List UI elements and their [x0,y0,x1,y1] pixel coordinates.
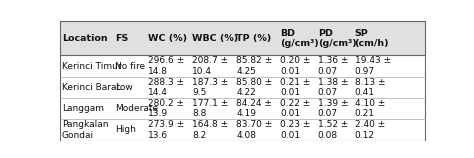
Text: 1.39 ±
0.07: 1.39 ± 0.07 [318,99,348,118]
Text: FS: FS [115,34,128,43]
Text: 187.3 ±
9.5: 187.3 ± 9.5 [192,78,228,97]
Text: 85.82 ±
4.25: 85.82 ± 4.25 [237,56,273,76]
Text: High: High [115,125,136,134]
Text: 0.21 ±
0.01: 0.21 ± 0.01 [281,78,311,97]
Text: Kerinci Timur: Kerinci Timur [62,62,121,71]
Text: No fire: No fire [115,62,145,71]
Text: TP (%): TP (%) [237,34,272,43]
Text: PD
(g/cm³): PD (g/cm³) [318,29,356,48]
Text: Langgam: Langgam [62,104,104,113]
Text: 177.1 ±
8.8: 177.1 ± 8.8 [192,99,228,118]
Text: 84.24 ±
4.19: 84.24 ± 4.19 [237,99,272,118]
Text: 296.6 ±
14.8: 296.6 ± 14.8 [148,56,184,76]
Text: 273.9 ±
13.6: 273.9 ± 13.6 [148,120,184,140]
Text: 85.80 ±
4.22: 85.80 ± 4.22 [237,78,273,97]
Text: 2.40 ±
0.12: 2.40 ± 0.12 [355,120,385,140]
Text: 4.10 ±
0.21: 4.10 ± 0.21 [355,99,385,118]
Text: Pangkalan
Gondai: Pangkalan Gondai [62,120,109,140]
Text: 0.22 ±
0.01: 0.22 ± 0.01 [281,99,310,118]
Text: 1.36 ±
0.07: 1.36 ± 0.07 [318,56,348,76]
Text: Location: Location [62,34,108,43]
Text: 1.52 ±
0.08: 1.52 ± 0.08 [318,120,348,140]
Text: SP
(cm/h): SP (cm/h) [355,29,389,48]
Text: 164.8 ±
8.2: 164.8 ± 8.2 [192,120,228,140]
Bar [60,21,426,55]
Text: Moderate: Moderate [115,104,158,113]
Text: 19.43 ±
0.97: 19.43 ± 0.97 [355,56,391,76]
Text: 0.20 ±
0.01: 0.20 ± 0.01 [281,56,311,76]
Text: Kerinci Barat: Kerinci Barat [62,83,120,92]
Text: 1.38 ±
0.07: 1.38 ± 0.07 [318,78,348,97]
Text: WBC (%): WBC (%) [192,34,238,43]
Text: 8.13 ±
0.41: 8.13 ± 0.41 [355,78,385,97]
Text: 208.7 ±
10.4: 208.7 ± 10.4 [192,56,228,76]
Text: WC (%): WC (%) [148,34,187,43]
Text: 83.70 ±
4.08: 83.70 ± 4.08 [237,120,273,140]
Text: Low: Low [115,83,133,92]
Text: 280.2 ±
13.9: 280.2 ± 13.9 [148,99,184,118]
Text: BD
(g/cm³): BD (g/cm³) [281,29,319,48]
Text: 288.3 ±
14.4: 288.3 ± 14.4 [148,78,184,97]
Text: 0.23 ±
0.01: 0.23 ± 0.01 [281,120,311,140]
